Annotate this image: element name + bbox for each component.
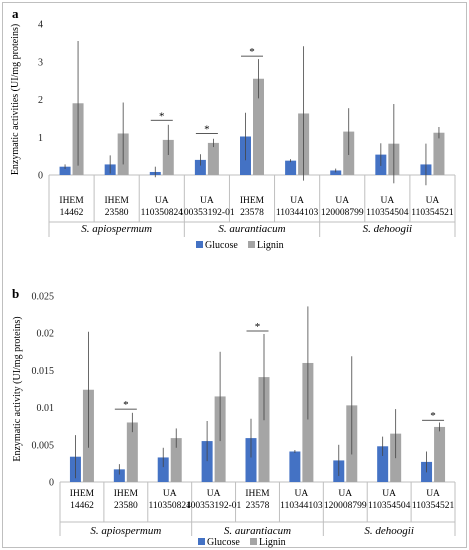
y-tick-label: 0 [49, 478, 54, 489]
y-tick-label: 0.025 [32, 292, 55, 303]
category-label-line1: IHEM [70, 489, 95, 499]
significance-marker-4: * [255, 321, 261, 333]
species-group-label: S. aurantiacum [224, 525, 291, 537]
category-label-line1: UA [426, 489, 440, 499]
category-label-line2: 100353192-01 [179, 208, 235, 218]
bar-lignin-4 [258, 377, 270, 482]
category-label-line2: 14462 [70, 501, 94, 511]
bar-lignin-3 [207, 142, 219, 175]
legend-label-glucose: Glucose [205, 240, 238, 251]
significance-marker-4: * [249, 46, 255, 58]
bar-glucose-3 [194, 159, 206, 175]
category-label-line2: 110354504 [366, 208, 409, 218]
chart-panel-b: Enzymatic activity (UI/mg proteins) 0 0.00… [12, 292, 456, 548]
category-label-line2: 110350824 [141, 208, 184, 218]
category-label-line2: 110354521 [412, 501, 455, 511]
y-tick-label: 0.01 [37, 403, 55, 414]
y-axis-title: Enzymatic activity (UI/mg proteins) [12, 316, 23, 461]
bar-lignin-8 [434, 426, 446, 482]
significance-marker-3: * [204, 123, 210, 135]
category-label-line1: UA [295, 489, 309, 499]
legend-label-glucose: Glucose [207, 537, 240, 548]
category-label-line2: 110344103 [280, 501, 323, 511]
y-tick-label: 3 [38, 57, 43, 68]
category-label-line1: UA [163, 489, 177, 499]
panel-label-b: b [12, 286, 20, 301]
bar-glucose-6 [330, 170, 342, 175]
legend-label-lignin: Lignin [257, 240, 284, 251]
species-group-label: S. dehoogii [364, 525, 414, 537]
category-label-line1: UA [207, 489, 221, 499]
category-label-line1: IHEM [105, 196, 130, 206]
category-label-line2: 110344103 [276, 208, 319, 218]
category-label-line2: 120008799 [321, 208, 364, 218]
category-label-line2: 110350824 [149, 501, 192, 511]
y-tick-label: 4 [38, 20, 43, 31]
y-tick-label: 0 [38, 171, 43, 182]
y-tick-label: 0.005 [32, 440, 55, 451]
legend-swatch-glucose [198, 538, 205, 545]
legend-label-lignin: Lignin [259, 537, 286, 548]
category-label-line1: UA [155, 196, 169, 206]
y-tick-label: 0.015 [32, 366, 55, 377]
category-label-line1: IHEM [59, 196, 84, 206]
species-group-label: S. apiospermum [90, 525, 161, 537]
bar-glucose-2 [157, 457, 169, 482]
bar-lignin-2 [170, 438, 182, 482]
category-label-line1: IHEM [114, 489, 139, 499]
category-label-line2: 23580 [114, 501, 138, 511]
category-label-line1: UA [338, 489, 352, 499]
bar-glucose-3 [201, 441, 213, 482]
legend-swatch-lignin [248, 241, 255, 248]
species-group-label: S. dehoogii [363, 223, 413, 235]
y-tick-label: 1 [38, 133, 43, 144]
bar-lignin-4 [253, 78, 264, 175]
bar-glucose-5 [289, 451, 301, 482]
significance-marker-2: * [159, 110, 165, 122]
panel-label-a: a [12, 6, 19, 21]
bar-lignin-1 [126, 422, 138, 482]
category-label-line1: UA [380, 196, 394, 206]
category-label-line1: IHEM [240, 196, 265, 206]
category-label-line1: UA [382, 489, 396, 499]
bar-glucose-5 [285, 160, 297, 175]
significance-marker-1: * [123, 399, 129, 411]
legend-swatch-lignin [250, 538, 257, 545]
chart-panel-a: Enzymatic activities (UI/mg proteins)012… [10, 20, 456, 251]
species-group-label: S. apiospermum [81, 223, 152, 235]
category-label-line2: 23580 [105, 208, 129, 218]
bar-lignin-5 [302, 362, 314, 482]
category-label-line2: 100353192-01 [186, 501, 242, 511]
category-label-line2: 120008799 [324, 501, 367, 511]
bar-glucose-0 [59, 166, 71, 175]
category-label-line1: UA [200, 196, 214, 206]
legend-swatch-glucose [196, 241, 203, 248]
category-label-line2: 110354504 [368, 501, 411, 511]
bar-glucose-7 [377, 446, 389, 482]
bar-lignin-8 [433, 132, 445, 175]
bar-glucose-1 [113, 469, 125, 482]
category-label-line1: UA [335, 196, 349, 206]
category-label-line2: 14462 [60, 208, 84, 218]
category-label-line1: IHEM [245, 489, 270, 499]
bar-glucose-4 [245, 438, 257, 482]
category-label-line2: 23578 [246, 501, 270, 511]
y-axis-title: Enzymatic activities (UI/mg proteins) [10, 24, 21, 175]
bar-lignin-2 [162, 139, 174, 175]
species-group-label: S. aurantiacum [218, 223, 285, 235]
y-tick-label: 0.02 [37, 329, 55, 340]
category-label-line2: 23578 [240, 208, 264, 218]
significance-marker-8: * [430, 410, 436, 422]
category-label-line1: UA [426, 196, 440, 206]
category-label-line1: UA [290, 196, 304, 206]
category-label-line2: 110354521 [411, 208, 454, 218]
y-tick-label: 2 [38, 95, 43, 106]
